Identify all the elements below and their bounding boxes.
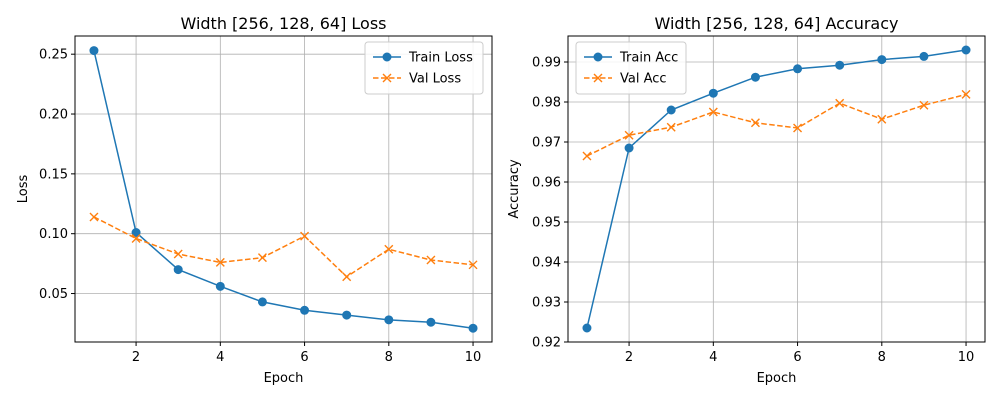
data-point-val-acc: [835, 98, 845, 108]
y-tick-label: 0.99: [532, 56, 561, 71]
plot-frame: [74, 35, 493, 343]
data-point-train-loss: [89, 46, 99, 56]
y-tick-label: 0.25: [39, 48, 68, 63]
data-point-train-loss: [257, 297, 267, 307]
x-axis-label: Epoch: [264, 371, 304, 386]
legend-marker: [593, 52, 603, 62]
chart-title: Width [256, 128, 64] Accuracy: [655, 14, 899, 33]
data-point-val-loss: [89, 212, 99, 222]
data-point-val-acc: [793, 123, 803, 133]
series-line-val-acc: [586, 93, 967, 157]
legend-marker: [382, 73, 392, 83]
data-point-train-acc: [961, 45, 971, 55]
data-point-train-acc: [666, 105, 676, 115]
data-point-val-loss: [300, 231, 310, 241]
data-point-val-loss: [131, 233, 141, 243]
y-axis-label: Loss: [16, 175, 31, 204]
data-point-train-loss: [173, 265, 183, 275]
legend-label: Val Acc: [620, 72, 667, 87]
data-point-val-acc: [877, 114, 887, 124]
data-point-val-acc: [666, 122, 676, 132]
y-tick-label: 0.92: [532, 336, 561, 351]
data-point-train-loss: [426, 317, 436, 327]
x-tick-label: 4: [216, 350, 224, 365]
y-tick-label: 0.95: [532, 216, 561, 231]
y-axis-label: Accuracy: [507, 159, 522, 219]
x-tick-label: 6: [793, 350, 801, 365]
data-point-val-acc: [919, 100, 929, 110]
data-point-train-loss: [342, 310, 352, 320]
series-line-train-loss: [93, 50, 474, 329]
data-point-train-acc: [582, 323, 592, 333]
data-point-val-acc: [961, 89, 971, 99]
y-tick-label: 0.20: [39, 108, 68, 123]
plot-frame: [567, 35, 986, 343]
legend: Train Acc Val Acc: [575, 41, 687, 95]
y-tick-label: 0.94: [532, 256, 561, 271]
legend-box: [364, 41, 484, 95]
data-point-val-loss: [257, 253, 267, 263]
y-tick-label: 0.96: [532, 176, 561, 191]
data-point-train-loss: [131, 228, 141, 238]
data-point-train-acc: [919, 51, 929, 61]
y-tick-label: 0.97: [532, 136, 561, 151]
chart-panel-loss: 2 4 6 8 10 0.05 0.10 0.15 0.20 0.25 Width [256, 12…: [16, 14, 493, 386]
data-point-val-loss: [384, 244, 394, 254]
data-point-val-acc: [582, 151, 592, 161]
legend-label: Train Loss: [408, 51, 473, 66]
x-tick-label: 10: [465, 350, 482, 365]
data-point-val-loss: [342, 272, 352, 282]
series-line-train-acc: [586, 49, 967, 329]
data-point-val-acc: [708, 107, 718, 117]
data-point-train-acc: [750, 72, 760, 82]
data-point-train-acc: [624, 143, 634, 153]
data-point-train-loss: [215, 281, 225, 291]
y-tick-label: 0.15: [39, 167, 68, 182]
data-point-train-acc: [793, 64, 803, 74]
data-point-val-acc: [750, 118, 760, 128]
legend: Train Loss Val Loss: [364, 41, 484, 95]
legend-marker: [593, 73, 603, 83]
y-tick-label: 0.98: [532, 96, 561, 111]
data-point-train-acc: [708, 88, 718, 98]
x-tick-label: 8: [385, 350, 393, 365]
y-tick-label: 0.05: [39, 287, 68, 302]
data-point-train-loss: [300, 305, 310, 315]
data-point-val-loss: [215, 257, 225, 267]
chart-title: Width [256, 128, 64] Loss: [180, 14, 386, 33]
chart-panel-accuracy: 2 4 6 8 10 0.92 0.93 0.94 0.95 0.96 0.97 0.98 0.99 Wi…: [507, 14, 986, 386]
legend-box: [575, 41, 687, 95]
legend-label: Train Acc: [619, 51, 678, 66]
data-point-train-acc: [877, 55, 887, 65]
x-tick-label: 2: [132, 350, 140, 365]
series-line-val-loss: [93, 216, 474, 278]
data-point-val-loss: [468, 260, 478, 270]
y-tick-label: 0.93: [532, 296, 561, 311]
x-tick-label: 10: [958, 350, 975, 365]
legend-marker: [382, 52, 392, 62]
x-tick-label: 6: [300, 350, 308, 365]
data-point-train-loss: [468, 323, 478, 333]
y-tick-label: 0.10: [39, 227, 68, 242]
data-point-train-loss: [384, 315, 394, 325]
legend-label: Val Loss: [409, 72, 461, 87]
data-point-train-acc: [835, 60, 845, 70]
data-point-val-loss: [173, 249, 183, 259]
x-axis-label: Epoch: [757, 371, 797, 386]
x-tick-label: 2: [625, 350, 633, 365]
data-point-val-loss: [426, 255, 436, 265]
x-tick-label: 4: [709, 350, 717, 365]
x-tick-label: 8: [878, 350, 886, 365]
data-point-val-acc: [624, 130, 634, 140]
